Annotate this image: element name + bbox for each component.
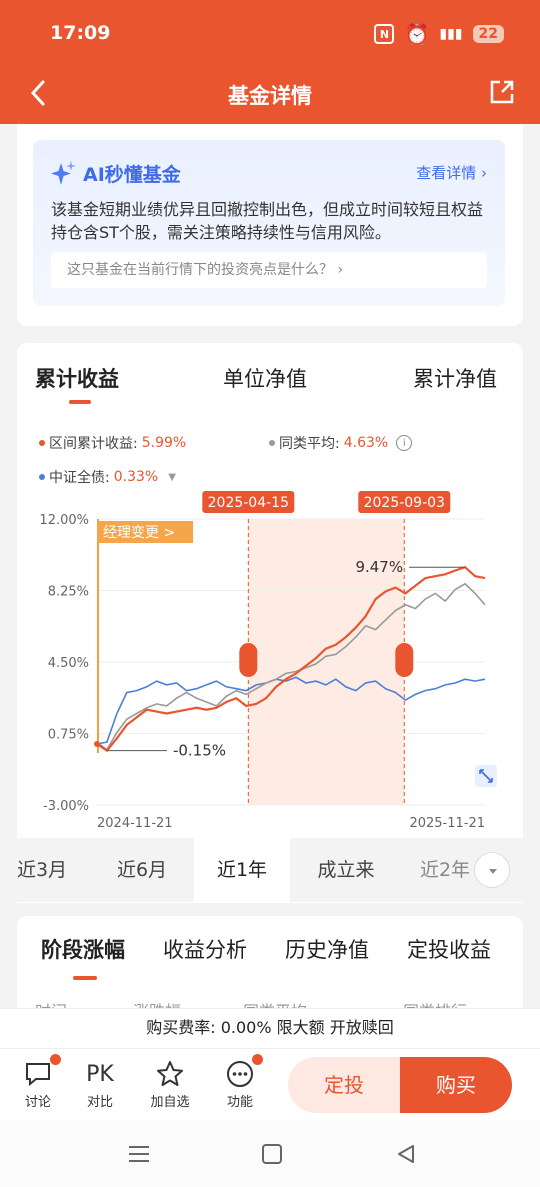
ai-title-text: AI秒懂基金 xyxy=(83,164,181,186)
sparkle-icon xyxy=(51,160,76,185)
discuss-button[interactable]: 讨论 xyxy=(13,1054,63,1110)
ai-title: AI秒懂基金 xyxy=(51,160,181,187)
compare-label: 对比 xyxy=(86,1095,113,1110)
battery-level: 22 xyxy=(472,25,504,43)
manager-change-badge xyxy=(97,521,193,543)
period-1y[interactable]: 近1年 xyxy=(194,838,290,902)
status-time: 17:09 xyxy=(50,22,111,44)
series-line-index xyxy=(96,676,486,745)
legend-fund: 区间累计收益: 5.99% xyxy=(39,433,186,453)
y-tick-label: 0.75% xyxy=(48,728,89,743)
range-handle xyxy=(395,643,414,677)
legend-peer-value: 4.63% xyxy=(343,435,389,451)
period-3m[interactable]: 近3月 xyxy=(16,859,68,881)
series-line-peer xyxy=(96,582,486,751)
share-icon[interactable] xyxy=(488,78,516,106)
pk-icon: PK xyxy=(86,1061,114,1087)
chevron-down-icon xyxy=(489,869,497,874)
marker-label: 2025-04-15 xyxy=(208,495,289,511)
menu-icon[interactable] xyxy=(127,1142,151,1166)
peer-dot xyxy=(269,440,275,446)
bottom-action-bar: 讨论 PK 对比 加自选 功能 定投 购买 xyxy=(0,1048,540,1120)
alarm-icon: ⏰ xyxy=(404,22,430,46)
watchlist-label: 加自选 xyxy=(150,1095,190,1110)
tab-stage-gain[interactable]: 阶段涨幅 xyxy=(41,938,125,962)
legend-fund-value: 5.99% xyxy=(141,435,187,451)
chart-tabs: 累计收益 单位净值 累计净值 xyxy=(17,363,523,403)
functions-button[interactable]: 功能 xyxy=(215,1054,265,1110)
marker-label: 2025-09-03 xyxy=(364,495,445,511)
back-nav-icon[interactable] xyxy=(395,1143,417,1165)
period-6m[interactable]: 近6月 xyxy=(116,859,168,881)
legend-peer-label: 同类平均: xyxy=(279,436,340,452)
notification-dot xyxy=(50,1054,61,1065)
discuss-label: 讨论 xyxy=(24,1095,51,1110)
star-icon xyxy=(157,1061,183,1086)
marker-badge xyxy=(202,491,295,513)
expand-arrows xyxy=(479,769,493,783)
fee-info: 购买费率: 0.00% 限大额 开放赎回 xyxy=(0,1008,540,1048)
ai-panel: AI秒懂基金 查看详情 › 该基金短期业绩优异且回撤控制出色，但成立时间较短且权… xyxy=(33,140,505,306)
tab-cumulative-return[interactable]: 累计收益 xyxy=(35,367,119,391)
tab-return-analysis[interactable]: 收益分析 xyxy=(163,938,247,962)
legend-index-value: 0.33% xyxy=(113,469,159,485)
performance-card: 阶段涨幅 收益分析 历史净值 定投收益 时间 涨跌幅 同类平均 同类排行 xyxy=(17,916,523,1021)
functions-label: 功能 xyxy=(226,1095,253,1110)
period-2y[interactable]: 近2年 xyxy=(419,859,471,881)
chart-card: 累计收益 单位净值 累计净值 区间累计收益: 5.99% 同类平均: 4.63% i… xyxy=(17,343,523,903)
tab-nav-history[interactable]: 历史净值 xyxy=(285,938,369,962)
status-icons: N ⏰ ▮▮▮ 22 xyxy=(374,22,504,46)
legend-fund-label: 区间累计收益: xyxy=(49,436,138,452)
more-icon xyxy=(227,1061,253,1087)
add-watchlist-button[interactable]: 加自选 xyxy=(145,1057,195,1110)
tab-underline xyxy=(69,400,91,404)
dropdown-caret-icon: ▼ xyxy=(168,471,176,483)
tab-cumulative-nav[interactable]: 累计净值 xyxy=(413,367,497,391)
series-line-fund xyxy=(96,565,486,753)
period-selector: 近3月 近6月 近1年 成立来 近2年 xyxy=(0,838,540,902)
range-handle xyxy=(239,643,258,677)
chat-icon xyxy=(26,1063,50,1087)
tab-unit-nav[interactable]: 单位净值 xyxy=(223,367,307,391)
page-title: 基金详情 xyxy=(228,84,312,108)
period-since-inception[interactable]: 成立来 xyxy=(317,859,375,881)
legend-index-label: 中证全债: xyxy=(49,470,110,486)
x-tick-label: 2024-11-21 xyxy=(97,816,173,829)
signal-icon: ▮▮▮ xyxy=(439,26,463,42)
buy-button[interactable]: 购买 xyxy=(400,1057,512,1113)
title-bar: 基金详情 xyxy=(0,66,540,124)
return-chart[interactable]: 12.00% 8.25% 4.50% 0.75% -3.00% 2024-11-21 202… xyxy=(17,489,523,829)
marker-badge xyxy=(358,491,451,513)
system-nav-bar xyxy=(0,1120,540,1187)
status-bar: 17:09 N ⏰ ▮▮▮ 22 xyxy=(0,0,540,66)
sip-button[interactable]: 定投 xyxy=(288,1057,400,1113)
ai-question[interactable]: 这只基金在当前行情下的投资亮点是什么？ › xyxy=(51,252,487,288)
ai-more-link[interactable]: 查看详情 › xyxy=(416,164,487,182)
legend-peer: 同类平均: 4.63% i xyxy=(269,433,413,453)
tab-sip-return[interactable]: 定投收益 xyxy=(407,938,491,962)
min-annotation-label: -0.15% xyxy=(173,742,226,760)
ai-summary: 该基金短期业绩优异且回撤控制出色，但成立时间较短且权益持仓含ST个股，需关注策略… xyxy=(51,200,484,242)
x-tick-label: 2025-11-21 xyxy=(409,816,485,829)
y-tick-label: 12.00% xyxy=(39,513,89,528)
perf-tab-underline xyxy=(73,976,97,980)
fund-dot xyxy=(39,440,45,446)
home-icon[interactable] xyxy=(261,1143,283,1165)
y-tick-label: 4.50% xyxy=(48,656,89,671)
ai-card: AI秒懂基金 查看详情 › 该基金短期业绩优异且回撤控制出色，但成立时间较短且权… xyxy=(17,124,523,326)
index-dot xyxy=(39,474,45,480)
y-tick-label: 8.25% xyxy=(48,585,89,600)
start-point xyxy=(94,740,100,747)
manager-change-label: 经理变更 > xyxy=(103,525,175,541)
legend-index[interactable]: 中证全债: 0.33% ▼ xyxy=(39,467,176,487)
info-icon[interactable]: i xyxy=(396,435,413,451)
notification-dot xyxy=(252,1054,263,1065)
y-tick-label: -3.00% xyxy=(43,799,89,814)
max-annotation-label: 9.47% xyxy=(355,558,403,576)
nfc-icon: N xyxy=(374,24,395,44)
compare-button[interactable]: PK 对比 xyxy=(75,1057,125,1111)
back-icon[interactable] xyxy=(24,78,54,108)
period-more-button[interactable] xyxy=(474,852,510,888)
